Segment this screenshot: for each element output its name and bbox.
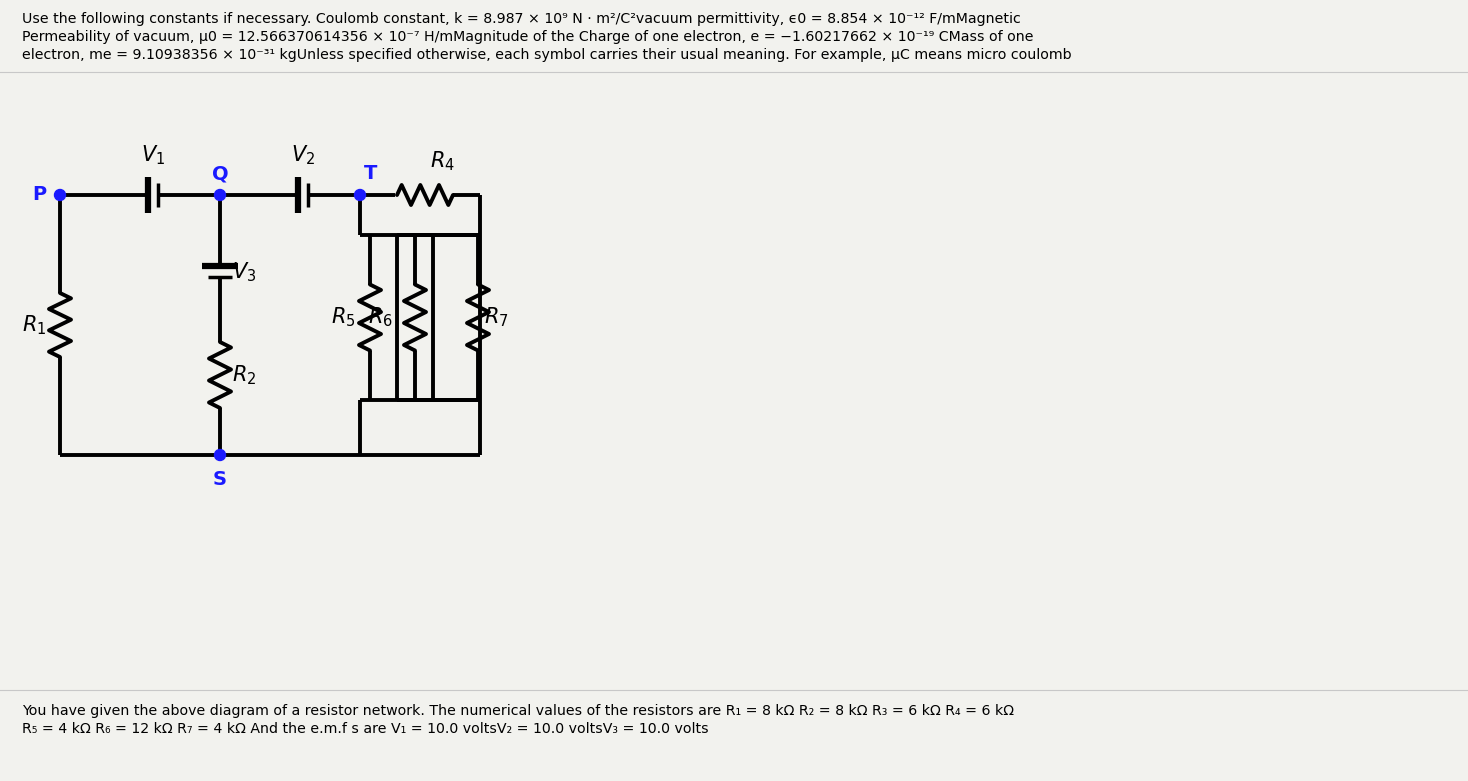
Text: R₅ = 4 kΩ R₆ = 12 kΩ R₇ = 4 kΩ And the e.m.f s are V₁ = 10.0 voltsV₂ = 10.0 volt: R₅ = 4 kΩ R₆ = 12 kΩ R₇ = 4 kΩ And the e… (22, 722, 709, 736)
Text: $R_4$: $R_4$ (430, 149, 455, 173)
Text: P: P (32, 186, 46, 205)
Circle shape (214, 450, 226, 461)
Text: You have given the above diagram of a resistor network. The numerical values of : You have given the above diagram of a re… (22, 704, 1014, 718)
Circle shape (214, 190, 226, 201)
Text: $V_1$: $V_1$ (141, 144, 164, 167)
Text: $R_2$: $R_2$ (232, 363, 257, 387)
Text: Permeability of vacuum, μ0 = 12.566370614356 × 10⁻⁷ H/mMagnitude of the Charge o: Permeability of vacuum, μ0 = 12.56637061… (22, 30, 1033, 44)
Text: S: S (213, 470, 228, 489)
Text: Use the following constants if necessary. Coulomb constant, k = 8.987 × 10⁹ N · : Use the following constants if necessary… (22, 12, 1020, 26)
Text: $V_3$: $V_3$ (232, 260, 257, 284)
Text: $R_1$: $R_1$ (22, 313, 46, 337)
Text: Q: Q (211, 164, 229, 183)
Text: electron, me = 9.10938356 × 10⁻³¹ kgUnless specified otherwise, each symbol carr: electron, me = 9.10938356 × 10⁻³¹ kgUnle… (22, 48, 1072, 62)
Text: T: T (364, 164, 377, 183)
Text: $R_6$: $R_6$ (368, 305, 393, 330)
Circle shape (354, 190, 366, 201)
Text: $R_5$: $R_5$ (332, 305, 357, 330)
Circle shape (54, 190, 66, 201)
Text: $V_2$: $V_2$ (291, 144, 316, 167)
Text: $R_7$: $R_7$ (484, 305, 508, 330)
